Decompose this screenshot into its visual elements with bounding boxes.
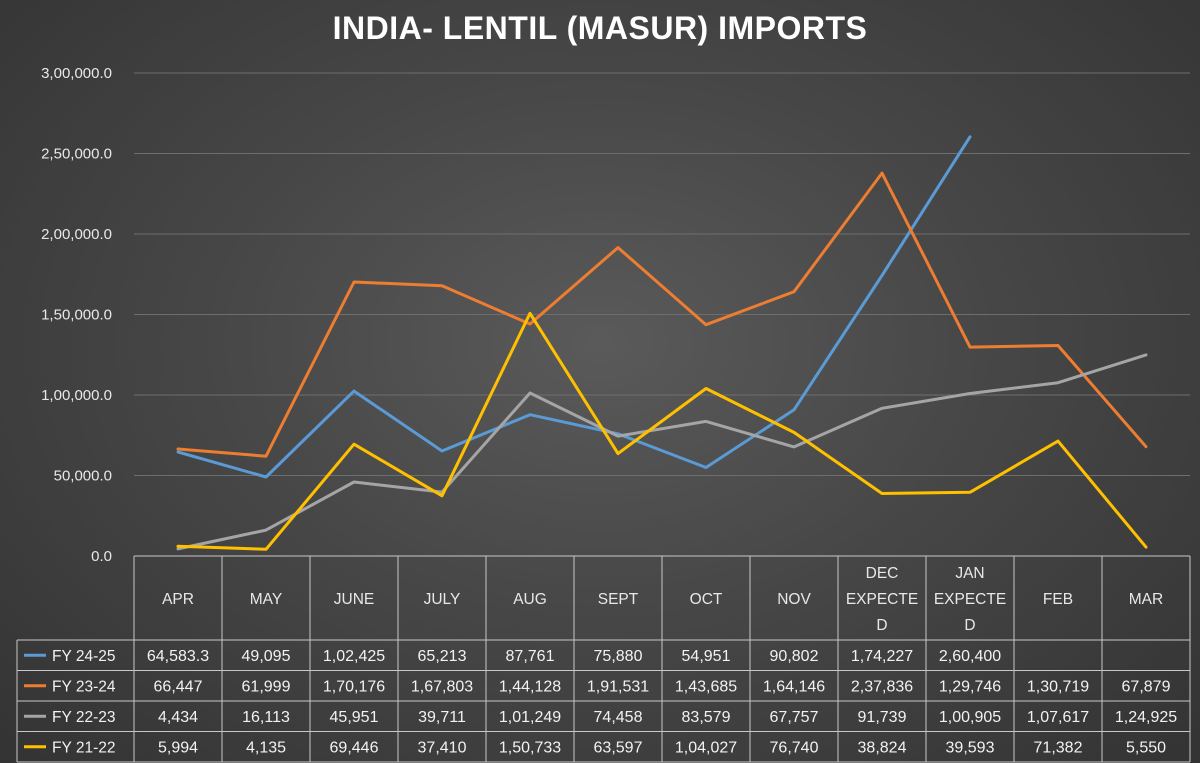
category-label: MAY — [250, 591, 282, 608]
chart-title: INDIA- LENTIL (MASUR) IMPORTS — [332, 10, 868, 46]
y-tick-label: 2,50,000.0 — [41, 146, 112, 163]
series-name: FY 22-23 — [52, 709, 115, 726]
data-label: 39,711 — [418, 709, 466, 726]
data-label: 38,824 — [858, 739, 907, 756]
data-label: 87,761 — [506, 648, 555, 665]
y-tick-label: 1,00,000.0 — [41, 387, 112, 404]
data-label: 1,04,027 — [675, 739, 737, 756]
y-tick-label: 1,50,000.0 — [41, 307, 112, 324]
category-label: AUG — [513, 591, 547, 608]
data-label: 1,43,685 — [675, 678, 737, 695]
series-line-fy-24-25 — [176, 135, 972, 479]
category-label: JULY — [424, 591, 461, 608]
category-label: DEC — [866, 565, 899, 582]
data-label: 2,60,400 — [939, 648, 1001, 665]
category-label: MAR — [1129, 591, 1163, 608]
series-name: FY 24-25 — [52, 648, 115, 665]
data-label: 4,434 — [158, 709, 198, 726]
data-label: 69,446 — [330, 739, 379, 756]
data-label: 67,879 — [1122, 678, 1171, 695]
data-label: 49,095 — [242, 648, 291, 665]
data-label: 1,44,128 — [499, 678, 561, 695]
series-name: FY 23-24 — [52, 678, 116, 695]
data-label: 1,01,249 — [499, 709, 561, 726]
data-label: 83,579 — [682, 709, 731, 726]
data-label: 2,37,836 — [851, 678, 913, 695]
category-label: SEPT — [598, 591, 639, 608]
data-label: 16,113 — [242, 709, 290, 726]
data-label: 39,593 — [946, 739, 995, 756]
category-label: EXPECTE — [934, 591, 1006, 608]
data-label: 66,447 — [154, 678, 203, 695]
data-label: 64,583.3 — [147, 648, 209, 665]
data-label: 4,135 — [246, 739, 286, 756]
category-label: D — [876, 617, 887, 634]
data-label: 71,382 — [1034, 739, 1083, 756]
data-label: 1,70,176 — [323, 678, 385, 695]
y-tick-label: 0.0 — [91, 548, 112, 565]
series-line-fy-23-24 — [176, 171, 1148, 458]
data-label: 45,951 — [330, 709, 379, 726]
data-label: 5,550 — [1126, 739, 1166, 756]
data-label: 1,29,746 — [939, 678, 1001, 695]
data-label: 61,999 — [242, 678, 291, 695]
category-label: D — [964, 617, 975, 634]
data-label: 37,410 — [418, 739, 467, 756]
category-label: APR — [162, 591, 194, 608]
data-label: 91,739 — [858, 709, 907, 726]
category-label: FEB — [1043, 591, 1073, 608]
data-label: 1,74,227 — [851, 648, 913, 665]
data-label: 1,07,617 — [1027, 709, 1089, 726]
y-tick-label: 50,000.0 — [54, 468, 112, 485]
series-line-fy-21-22 — [176, 311, 1148, 551]
data-label: 67,757 — [770, 709, 819, 726]
data-label: 65,213 — [418, 648, 467, 665]
data-label: 1,64,146 — [763, 678, 825, 695]
y-tick-label: 2,00,000.0 — [41, 226, 112, 243]
category-label: EXPECTE — [846, 591, 918, 608]
y-tick-label: 3,00,000.0 — [41, 65, 112, 82]
data-label: 5,994 — [158, 739, 198, 756]
data-label: 63,597 — [594, 739, 643, 756]
data-label: 74,458 — [594, 709, 643, 726]
data-label: 75,880 — [594, 648, 643, 665]
data-label: 54,951 — [682, 648, 731, 665]
category-label: OCT — [690, 591, 723, 608]
data-label: 1,00,905 — [939, 709, 1001, 726]
data-label: 1,02,425 — [323, 648, 385, 665]
category-label: JUNE — [334, 591, 374, 608]
category-label: NOV — [777, 591, 811, 608]
data-label: 1,91,531 — [587, 678, 649, 695]
series-name: FY 21-22 — [52, 739, 115, 756]
data-label: 1,50,733 — [499, 739, 561, 756]
data-label: 90,802 — [770, 648, 819, 665]
data-label: 76,740 — [770, 739, 819, 756]
data-label: 1,24,925 — [1115, 709, 1177, 726]
category-label: JAN — [955, 565, 984, 582]
data-label: 1,30,719 — [1027, 678, 1089, 695]
data-label: 1,67,803 — [411, 678, 473, 695]
series-line-fy-22-23 — [176, 353, 1148, 551]
